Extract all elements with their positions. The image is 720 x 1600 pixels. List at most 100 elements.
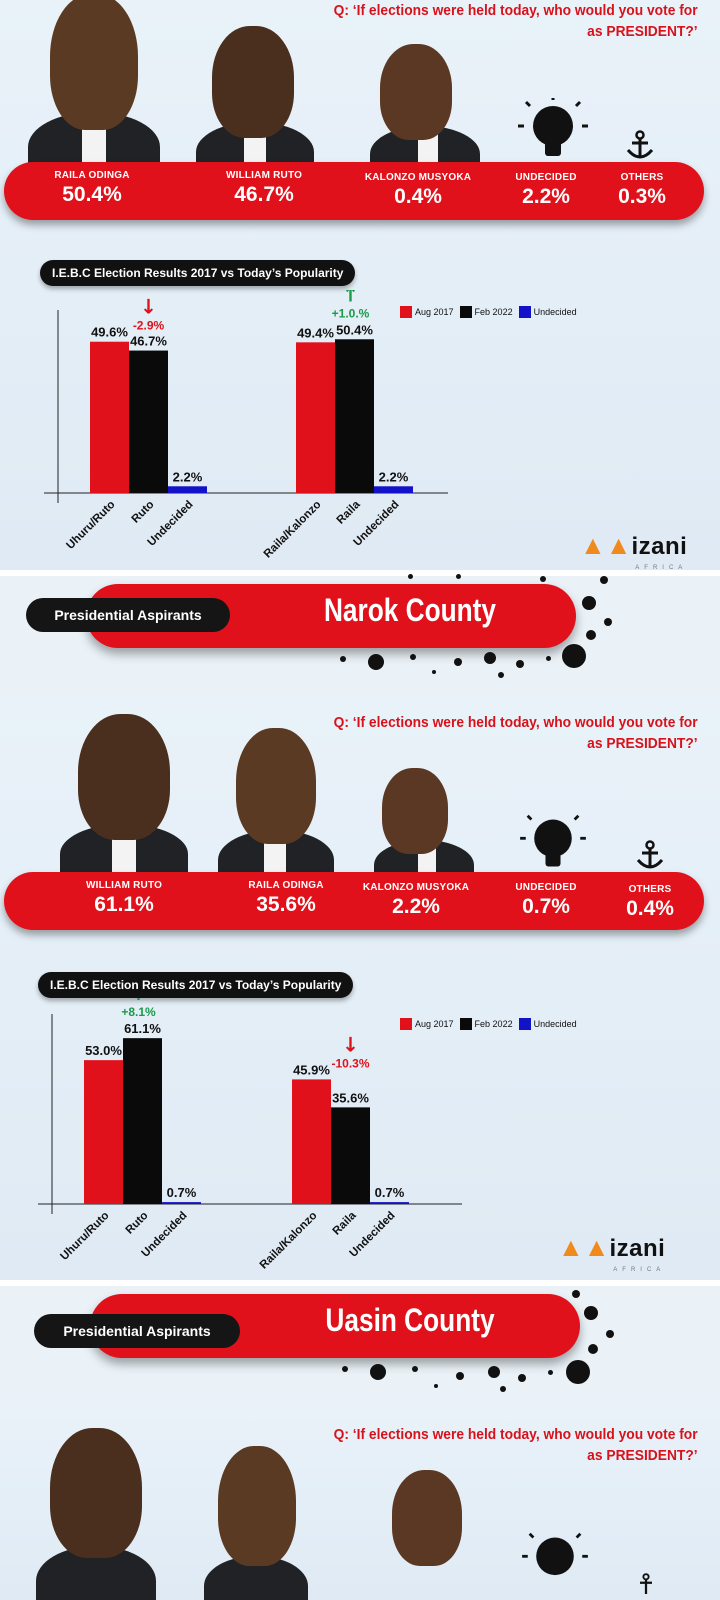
- data-label: 49.6%: [91, 325, 128, 340]
- decor-dot: [342, 1366, 348, 1372]
- bar-raila: [335, 339, 374, 493]
- county-title: Uasin County: [325, 1302, 495, 1338]
- portrait-raila-odinga: [28, 0, 160, 168]
- candidate-others: OTHERS 0.3%: [602, 172, 682, 209]
- portrait-william-ruto: [60, 712, 188, 872]
- legend-item-undecided: Undecided: [518, 1018, 577, 1030]
- chart-legend: Aug 2017 Feb 2022 Undecided: [400, 1018, 577, 1030]
- results-band: WILLIAM RUTO 61.1% RAILA ODINGA 35.6% KA…: [4, 872, 704, 930]
- candidate-william-ruto: WILLIAM RUTO 61.1%: [64, 880, 184, 917]
- decor-dot: [588, 1344, 598, 1354]
- category-label: Uhuru/Ruto: [64, 499, 117, 552]
- candidate-name: RAILA ODINGA: [248, 880, 324, 891]
- chart-title: I.E.B.C Election Results 2017 vs Today’s…: [40, 260, 356, 286]
- candidate-name: KALONZO MUSYOKA: [364, 172, 472, 183]
- bar-undecided: [168, 486, 207, 493]
- comparison-bar-chart: 53.0%Uhuru/Ruto61.1%Ruto0.7%Undecided+8.…: [38, 998, 462, 1272]
- decor-dot: [566, 1360, 590, 1384]
- category-label: Raila: [335, 498, 363, 526]
- decor-dot: [498, 672, 504, 678]
- presidential-aspirants-label: Presidential Aspirants: [26, 598, 230, 632]
- arrow-down-icon: ↓: [140, 295, 157, 319]
- candidate-percent: 2.2%: [522, 185, 570, 208]
- candidate-name: OTHERS: [620, 172, 664, 183]
- decor-dot: [562, 644, 586, 668]
- category-label: Raila/Kalonzo: [258, 1210, 320, 1272]
- candidate-percent: 0.4%: [626, 897, 674, 920]
- question-line-2: as PRESIDENT?’: [587, 23, 698, 40]
- category-label: Raila/Kalonzo: [262, 499, 324, 561]
- category-label: Raila: [331, 1209, 359, 1237]
- question-line-2: as PRESIDENT?’: [587, 735, 698, 752]
- portrait-kalonzo-musyoka: [376, 1468, 480, 1600]
- panel-divider: [0, 570, 720, 576]
- candidate-name: WILLIAM RUTO: [225, 170, 303, 181]
- change-label: +8.1%: [121, 1005, 156, 1019]
- bar-raila: [331, 1107, 370, 1204]
- decor-dot: [410, 654, 416, 660]
- panel-divider: [0, 1280, 720, 1286]
- candidate-name: UNDECIDED: [515, 172, 577, 183]
- data-label: 0.7%: [167, 1185, 197, 1200]
- data-label: 46.7%: [130, 334, 167, 349]
- data-label: 2.2%: [379, 469, 409, 484]
- decor-dot: [454, 658, 462, 666]
- decor-dot: [548, 1370, 553, 1375]
- legend-item-aug-2017: Aug 2017: [400, 306, 454, 318]
- county-title: Narok County: [323, 592, 497, 628]
- decor-dot: [434, 1384, 438, 1388]
- candidate-name: KALONZO MUSYOKA: [362, 882, 470, 893]
- lightbulb-icon: [522, 1532, 588, 1576]
- poll-question: Q: ‘If elections were held today, who wo…: [334, 712, 698, 754]
- arrow-up-icon: ↑: [130, 998, 147, 1005]
- decor-dot: [582, 596, 596, 610]
- mizani-logo: ▲▲izani AFRICA: [580, 530, 688, 571]
- legend-item-feb-2022: Feb 2022: [459, 306, 513, 318]
- question-line-2: as PRESIDENT?’: [587, 1447, 698, 1464]
- poll-panel-1: Q: ‘If elections were held today, who wo…: [0, 0, 720, 572]
- candidate-percent: 61.1%: [94, 893, 154, 916]
- candidate-name: WILLIAM RUTO: [85, 880, 163, 891]
- decor-dot: [456, 1372, 464, 1380]
- candidate-name: OTHERS: [628, 884, 672, 895]
- candidate-others: OTHERS 0.4%: [610, 884, 690, 921]
- data-label: 50.4%: [336, 322, 373, 337]
- candidate-raila-odinga: RAILA ODINGA 50.4%: [32, 170, 152, 207]
- data-label: 0.7%: [375, 1185, 405, 1200]
- poll-panel-3: Q: ‘If elections were held today, who wo…: [0, 1406, 720, 1600]
- lightbulb-icon: [520, 814, 586, 867]
- bar-undecided: [162, 1202, 201, 1204]
- decor-dot: [368, 654, 384, 670]
- bar-undecided: [374, 486, 413, 493]
- chart-legend: Aug 2017 Feb 2022 Undecided: [400, 306, 577, 318]
- decor-dot: [586, 630, 596, 640]
- decor-dot: [488, 1366, 500, 1378]
- decor-dot: [484, 652, 496, 664]
- portrait-kalonzo-musyoka: [358, 40, 480, 166]
- bar-raila-kalonzo: [292, 1079, 331, 1204]
- anchor-icon: [626, 130, 654, 159]
- change-label: +1.0.%: [332, 306, 370, 320]
- data-label: 2.2%: [173, 469, 203, 484]
- presidential-aspirants-label: Presidential Aspirants: [34, 1314, 240, 1348]
- decor-dot: [516, 660, 524, 668]
- question-line-1: Q: ‘If elections were held today, who wo…: [334, 714, 698, 731]
- candidate-undecided: UNDECIDED 0.7%: [496, 882, 596, 919]
- candidate-percent: 0.4%: [394, 185, 442, 208]
- poll-question: Q: ‘If elections were held today, who wo…: [334, 0, 698, 42]
- decor-dot: [572, 1290, 580, 1298]
- candidate-percent: 0.3%: [618, 185, 666, 208]
- poll-question: Q: ‘If elections were held today, who wo…: [334, 1424, 698, 1466]
- bar-uhuru-ruto: [90, 341, 129, 493]
- legend-item-aug-2017: Aug 2017: [400, 1018, 454, 1030]
- candidate-name: UNDECIDED: [515, 882, 577, 893]
- portrait-kalonzo-musyoka: [364, 766, 474, 874]
- anchor-icon: [640, 1573, 652, 1594]
- portrait-raila-odinga: [218, 728, 334, 874]
- county-banner-uasin: Uasin County Presidential Aspirants: [0, 1286, 720, 1406]
- legend-item-feb-2022: Feb 2022: [459, 1018, 513, 1030]
- candidate-name: RAILA ODINGA: [54, 170, 130, 181]
- portrait-william-ruto: [196, 22, 314, 166]
- data-label: 45.9%: [293, 1062, 330, 1077]
- candidate-william-ruto: WILLIAM RUTO 46.7%: [204, 170, 324, 207]
